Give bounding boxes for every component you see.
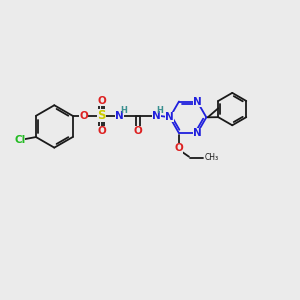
Text: CH₃: CH₃ bbox=[204, 153, 218, 162]
Text: H: H bbox=[120, 106, 127, 115]
Text: O: O bbox=[134, 126, 142, 136]
Text: Cl: Cl bbox=[14, 135, 26, 145]
Text: O: O bbox=[175, 143, 183, 153]
Text: S: S bbox=[97, 109, 106, 122]
Text: N: N bbox=[193, 97, 202, 106]
Text: O: O bbox=[97, 126, 106, 136]
Text: N: N bbox=[166, 112, 174, 122]
Text: N: N bbox=[116, 111, 124, 121]
Text: N: N bbox=[193, 128, 202, 138]
Text: O: O bbox=[97, 95, 106, 106]
Text: N: N bbox=[152, 111, 161, 121]
Text: H: H bbox=[157, 106, 164, 115]
Text: O: O bbox=[80, 111, 88, 121]
